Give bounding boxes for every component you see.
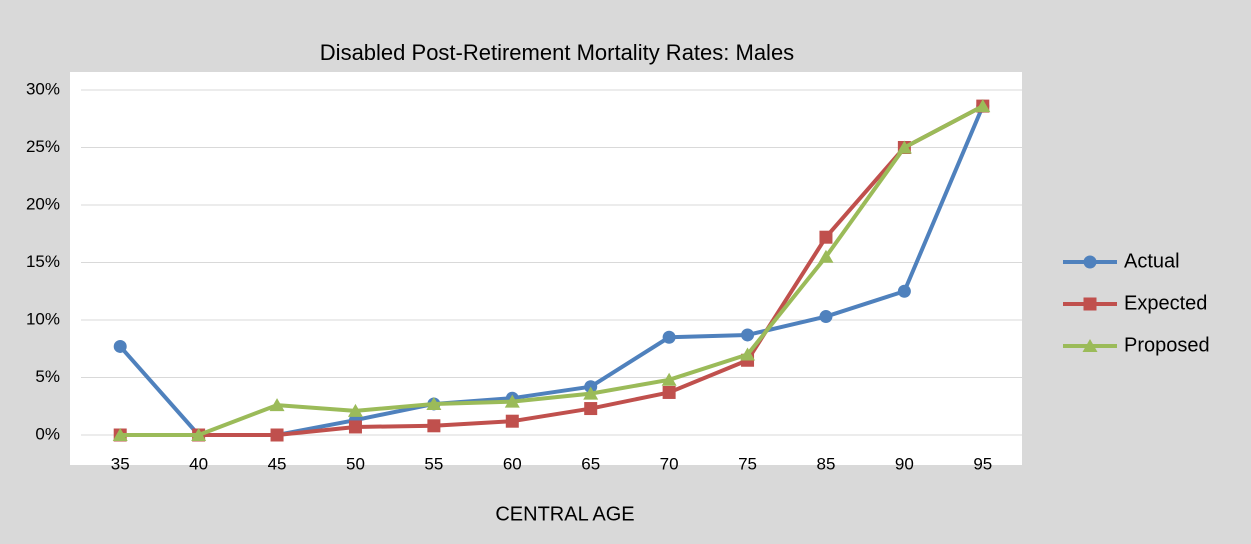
x-tick-label: 65 (581, 454, 600, 473)
point (505, 414, 519, 428)
point (270, 428, 284, 442)
point (427, 419, 441, 433)
point (348, 420, 362, 434)
x-tick-label: 55 (424, 454, 443, 473)
point (584, 402, 598, 416)
x-tick-label: 50 (346, 454, 365, 473)
x-tick-label: 75 (738, 454, 757, 473)
point (662, 385, 676, 399)
legend-marker (1083, 255, 1097, 269)
x-tick-label: 40 (189, 454, 208, 473)
y-tick-label: 15% (26, 252, 60, 271)
point (504, 394, 520, 408)
plot-area (70, 72, 1022, 465)
y-tick-label: 5% (35, 367, 60, 386)
series-line (120, 104, 984, 437)
x-tick-label: 45 (268, 454, 287, 473)
chart-title: Disabled Post-Retirement Mortality Rates… (320, 40, 794, 65)
y-tick-label: 20% (26, 194, 60, 213)
legend-marker (1083, 297, 1097, 311)
point (583, 386, 599, 400)
point (897, 284, 911, 298)
point (347, 403, 363, 417)
x-axis-label: CENTRAL AGE (495, 503, 634, 525)
x-tick-label: 35 (111, 454, 130, 473)
x-tick-label: 95 (973, 454, 992, 473)
x-tick-label: 70 (660, 454, 679, 473)
series-line (120, 104, 984, 437)
point (426, 396, 442, 410)
point (661, 372, 677, 386)
legend-marker (1082, 339, 1098, 352)
point (113, 339, 127, 353)
point (662, 330, 676, 344)
point (896, 140, 912, 154)
y-tick-label: 30% (26, 79, 60, 98)
point (269, 398, 285, 412)
y-tick-label: 10% (26, 309, 60, 328)
legend-label: Proposed (1124, 334, 1210, 356)
x-tick-label: 60 (503, 454, 522, 473)
point (191, 428, 207, 441)
point (819, 230, 833, 244)
point (740, 347, 756, 361)
y-tick-label: 25% (26, 137, 60, 156)
y-tick-label: 0% (35, 424, 60, 443)
point (818, 249, 834, 263)
x-tick-label: 85 (816, 454, 835, 473)
x-tick-label: 90 (895, 454, 914, 473)
legend-label: Actual (1124, 250, 1180, 272)
point (741, 328, 755, 342)
point (112, 428, 128, 441)
point (975, 99, 991, 113)
legend-label: Expected (1124, 292, 1207, 314)
point (819, 310, 833, 324)
